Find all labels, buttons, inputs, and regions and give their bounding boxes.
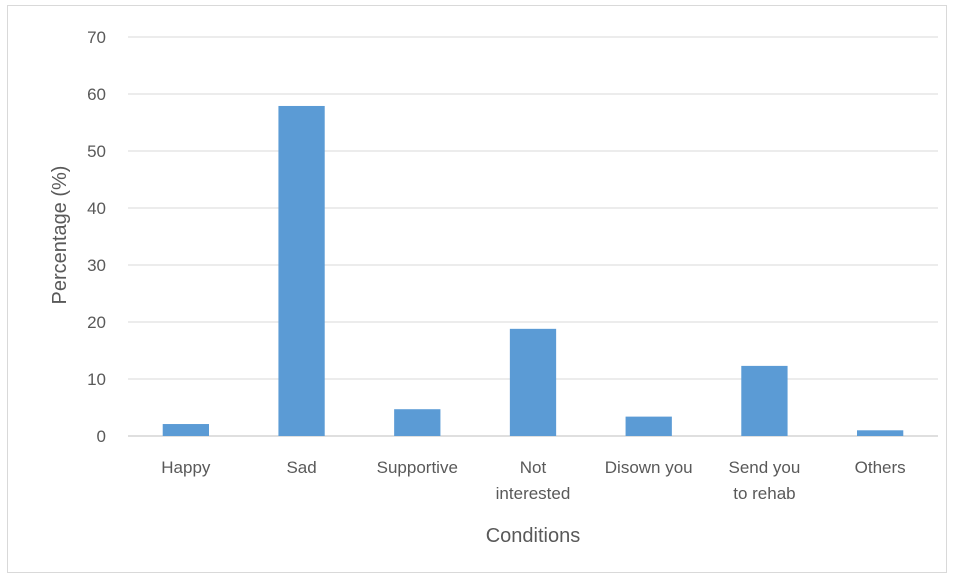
bar <box>394 409 441 436</box>
x-category-label-line: to rehab <box>733 484 795 503</box>
y-tick-label: 20 <box>87 313 106 332</box>
x-category-label-line: Not <box>520 458 547 477</box>
bar <box>857 430 904 436</box>
gridlines <box>128 36 938 437</box>
bar <box>162 424 209 436</box>
x-category-labels: Happy Sad Supportive Not interested Disown yo… <box>161 458 905 503</box>
chart-frame <box>7 5 947 573</box>
x-category-label-line: Others <box>855 458 906 477</box>
y-tick-label: 60 <box>87 85 106 104</box>
y-tick-label: 0 <box>97 427 106 446</box>
y-tick-label: 10 <box>87 370 106 389</box>
y-tick-label: 50 <box>87 142 106 161</box>
x-category-label-line: Supportive <box>377 458 458 477</box>
bar <box>278 105 325 436</box>
x-category-label-line: Sad <box>286 458 316 477</box>
y-tick-label: 40 <box>87 199 106 218</box>
y-tick-label: 30 <box>87 256 106 275</box>
bar <box>625 416 672 436</box>
y-tick-labels: 0 10 20 30 40 50 60 70 <box>87 28 106 446</box>
x-category-label: Sad <box>286 458 316 477</box>
bar <box>509 328 557 436</box>
y-axis-title: Percentage (%) <box>49 166 71 305</box>
bar <box>741 365 788 436</box>
x-category-label: Not interested <box>496 458 571 503</box>
x-category-label-line: Disown you <box>605 458 693 477</box>
x-category-label-line: interested <box>496 484 571 503</box>
x-category-label: Others <box>855 458 906 477</box>
x-category-label: Supportive <box>377 458 458 477</box>
y-tick-label: 70 <box>87 28 106 47</box>
x-category-label: Happy <box>161 458 211 477</box>
x-axis-title: Conditions <box>486 525 581 547</box>
x-category-label: Disown you <box>605 458 693 477</box>
x-category-label-line: Happy <box>161 458 211 477</box>
x-category-label: Send you to rehab <box>729 458 801 503</box>
bars <box>162 105 904 436</box>
x-category-label-line: Send you <box>729 458 801 477</box>
